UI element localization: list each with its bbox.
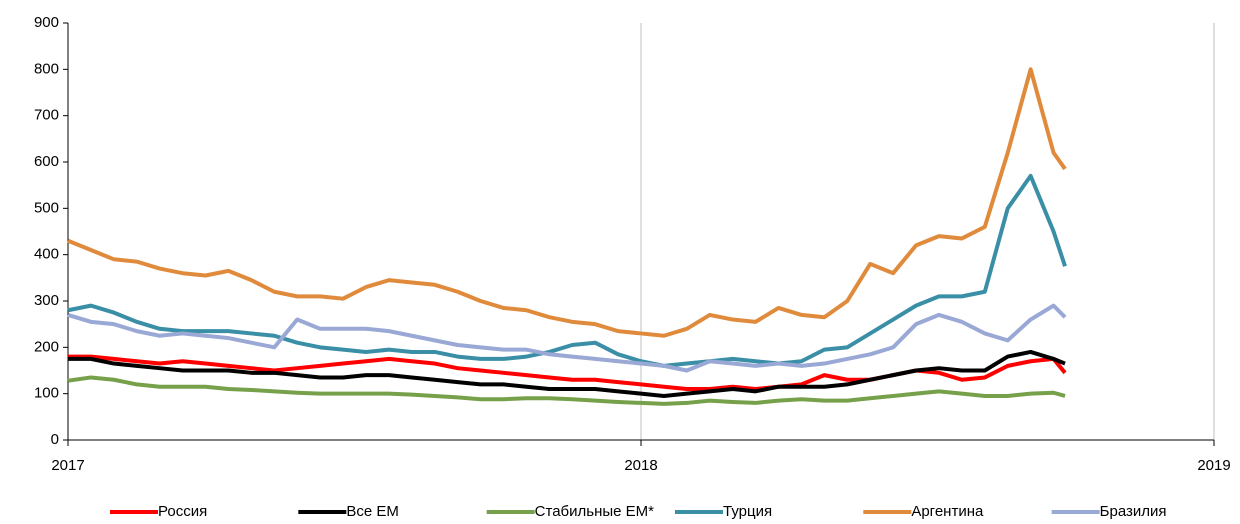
legend-label: Бразилия: [1100, 503, 1167, 520]
y-tick-label: 800: [34, 60, 59, 77]
y-tick-label: 700: [34, 107, 59, 124]
y-tick-label: 200: [34, 338, 59, 355]
y-tick-label: 300: [34, 292, 59, 309]
legend-label: Все ЕМ: [346, 503, 399, 520]
series-line: [67, 173, 1067, 368]
series-line: [67, 375, 1066, 406]
x-tick-label: 2017: [51, 457, 84, 474]
legend-label: Россия: [158, 503, 207, 520]
series-line: [68, 354, 1067, 392]
y-tick-label: 500: [34, 199, 59, 216]
legend-label: Аргентина: [911, 503, 984, 520]
y-tick-label: 0: [51, 431, 59, 448]
legend-label: Стабильные ЕМ*: [535, 503, 654, 520]
y-tick-label: 100: [34, 385, 59, 402]
y-tick-label: 900: [34, 14, 59, 31]
x-tick-label: 2019: [1197, 457, 1230, 474]
y-tick-label: 400: [34, 246, 59, 263]
series-line: [67, 67, 1067, 338]
series-line: [68, 349, 1066, 398]
y-tick-label: 600: [34, 153, 59, 170]
legend-label: Турция: [723, 503, 772, 520]
x-tick-label: 2018: [624, 457, 657, 474]
series-line: [67, 303, 1067, 373]
